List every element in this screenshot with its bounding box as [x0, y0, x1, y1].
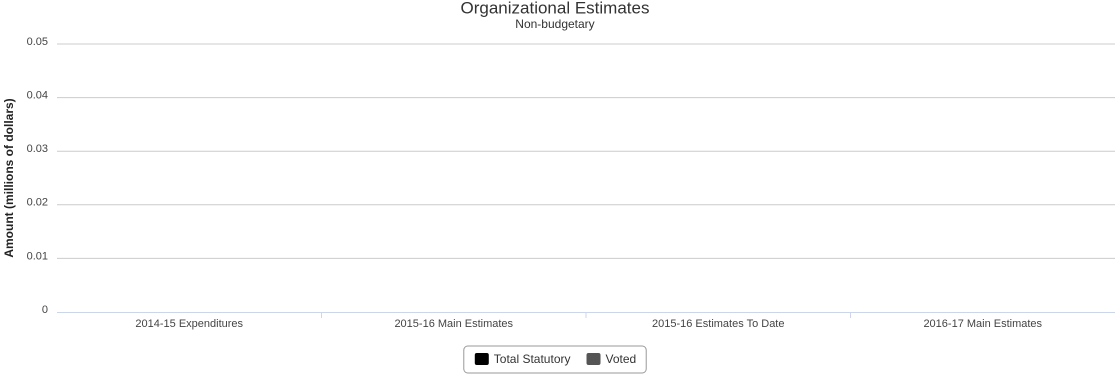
x-tick-label: 2014-15 Expenditures: [135, 318, 243, 330]
legend-label[interactable]: Total Statutory: [494, 352, 571, 366]
legend-symbol[interactable]: [474, 353, 489, 365]
y-tick-label: 0.03: [27, 143, 48, 155]
x-tick-label: 2015-16 Estimates To Date: [652, 318, 784, 330]
chart-title: Organizational Estimates: [461, 0, 650, 17]
y-axis-label: Amount (millions of dollars): [2, 98, 16, 257]
chart-subtitle: Non-budgetary: [515, 17, 594, 31]
x-tick-label: 2016-17 Main Estimates: [923, 318, 1042, 330]
y-tick-label: 0.04: [27, 90, 48, 102]
legend-label[interactable]: Voted: [606, 352, 637, 366]
y-tick-label: 0: [42, 304, 48, 316]
y-tick-label: 0.05: [27, 36, 48, 48]
legend-symbol[interactable]: [586, 353, 601, 365]
legend-box: [463, 345, 647, 374]
y-tick-label: 0.02: [27, 197, 48, 209]
y-tick-label: 0.01: [27, 250, 48, 262]
x-tick-label: 2015-16 Main Estimates: [394, 318, 513, 330]
